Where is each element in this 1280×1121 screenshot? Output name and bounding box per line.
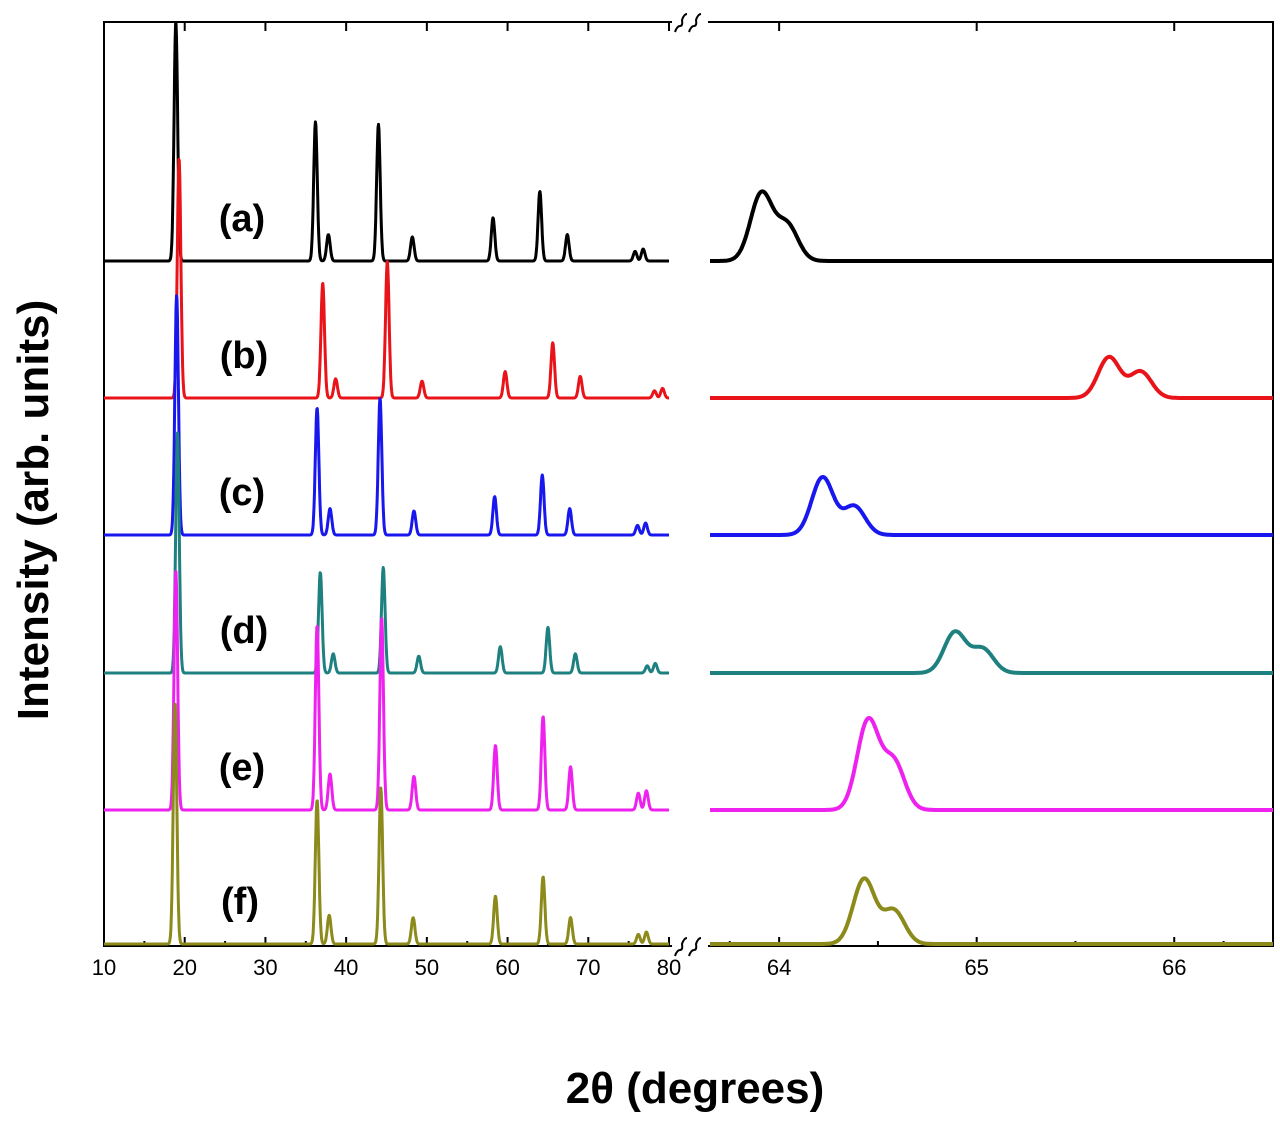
series-line-full xyxy=(103,294,670,537)
series-label: (a) xyxy=(219,198,265,240)
x-tick-label: 65 xyxy=(964,955,988,980)
x-axis-title: 2θ (degrees) xyxy=(566,1064,825,1113)
x-tick-label: 60 xyxy=(495,955,519,980)
x-tick-label: 20 xyxy=(172,955,196,980)
x-tick-label: 80 xyxy=(657,955,681,980)
series-label: (d) xyxy=(220,610,269,652)
series-line-full xyxy=(103,431,670,675)
y-axis-title: Intensity (arb. units) xyxy=(9,300,58,720)
series-layer xyxy=(103,21,1275,946)
series-label: (f) xyxy=(221,881,259,923)
axis-break-mark-top xyxy=(688,13,702,33)
x-tick-label: 70 xyxy=(576,955,600,980)
axis-break-mark-top xyxy=(674,13,688,33)
axis-break-mark-bottom xyxy=(674,937,688,957)
series-line-full xyxy=(103,158,670,400)
label-layer: (a) (b) (c) (d) (e) (f) xyxy=(219,198,268,923)
series-line-zoom xyxy=(708,716,1275,812)
series-label: (c) xyxy=(219,472,265,514)
series-line-zoom xyxy=(708,354,1275,400)
x-tick-label: 40 xyxy=(334,955,358,980)
series-label: (e) xyxy=(219,747,265,789)
series-line-zoom xyxy=(708,189,1275,263)
bottom-axis-gap xyxy=(672,936,708,956)
series-line-zoom xyxy=(708,475,1275,537)
series-line-zoom xyxy=(708,876,1275,946)
top-axis-gap xyxy=(672,12,708,32)
axis-ticks-layer: 10 20 30 40 50 60 70 80 64 65 66 xyxy=(92,22,1225,980)
series-line-full xyxy=(103,21,670,263)
x-tick-label: 66 xyxy=(1162,955,1186,980)
x-tick-label: 10 xyxy=(92,955,116,980)
series-line-zoom xyxy=(708,629,1275,675)
series-line-full xyxy=(103,570,670,812)
x-tick-label: 50 xyxy=(415,955,439,980)
axis-break-mark-bottom xyxy=(688,937,702,957)
x-tick-label: 64 xyxy=(767,955,791,980)
series-label: (b) xyxy=(220,335,269,377)
series-line-full xyxy=(103,702,670,946)
x-tick-label: 30 xyxy=(253,955,277,980)
axis-break-layer xyxy=(672,12,708,957)
plot-frame xyxy=(103,21,1274,947)
